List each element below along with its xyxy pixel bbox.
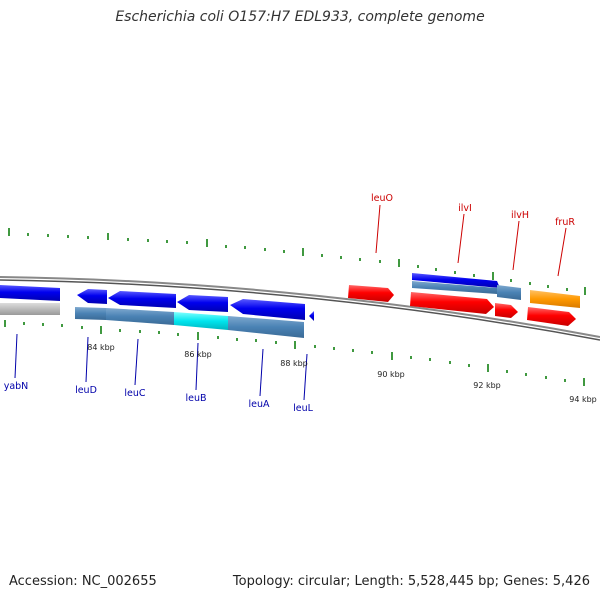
gene-arrow[interactable] (348, 285, 394, 302)
gene-leader (195, 342, 199, 391)
map-title: Escherichia coli O157:H7 EDL933, complet… (115, 9, 485, 25)
gene-leader (557, 227, 567, 277)
operon-bar (228, 316, 304, 338)
gene-arrow[interactable] (530, 290, 580, 308)
gene-label-leuC[interactable]: leuC (124, 388, 146, 399)
gene-leader (457, 213, 465, 264)
tick-label: 88 kbp (280, 359, 308, 368)
gene-label-ilvI[interactable]: ilvI (458, 203, 472, 214)
gene-arrow[interactable] (177, 295, 228, 312)
gene-leader (512, 220, 520, 271)
gene-label-leuO[interactable]: leuO (371, 193, 393, 204)
scale-ticks-upper (8, 228, 586, 295)
gene-arrow[interactable] (0, 285, 60, 301)
gene-arrow[interactable] (412, 273, 500, 288)
tick-label: 86 kbp (184, 350, 212, 359)
gene-leader (259, 348, 264, 397)
operon-bar (0, 303, 60, 315)
scale-ticks-lower (4, 320, 585, 386)
gene-leader (375, 204, 381, 254)
gene-leader (14, 333, 18, 379)
operon-bar (497, 285, 521, 300)
gene-arrow[interactable] (77, 289, 107, 304)
genome-backbone (0, 279, 600, 341)
tick-label: 84 kbp (87, 343, 115, 352)
gene-leader (303, 353, 308, 401)
gene-label-ilvH[interactable]: ilvH (511, 210, 529, 221)
gene-label-yabN[interactable]: yabN (4, 381, 29, 392)
gene-arrow[interactable] (410, 292, 494, 314)
gene-arrow[interactable] (108, 291, 176, 308)
gene-label-leuL[interactable]: leuL (293, 403, 314, 414)
genome-backbone (0, 276, 600, 338)
gene-arrow[interactable] (230, 299, 305, 320)
gene-label-leuB[interactable]: leuB (185, 393, 206, 404)
operon-bar (174, 312, 228, 330)
gene-arrow[interactable] (527, 307, 576, 326)
genome-summary-text: Topology: circular; Length: 5,528,445 bp… (232, 574, 590, 589)
operon-bar (75, 307, 106, 320)
gene-leader (85, 336, 89, 383)
gene-label-leuA[interactable]: leuA (248, 399, 270, 410)
operon-bar (412, 281, 497, 294)
tick-label: 90 kbp (377, 370, 405, 379)
accession-text: Accession: NC_002655 (9, 574, 157, 589)
tick-label: 94 kbp (569, 395, 597, 404)
gene-label-fruR[interactable]: fruR (555, 217, 575, 228)
gene-arrow[interactable] (309, 311, 314, 321)
gene-label-leuD[interactable]: leuD (75, 385, 97, 396)
gene-leader (134, 338, 139, 386)
operon-bar (106, 308, 174, 325)
tick-label: 92 kbp (473, 381, 501, 390)
gene-arrow[interactable] (495, 303, 518, 318)
